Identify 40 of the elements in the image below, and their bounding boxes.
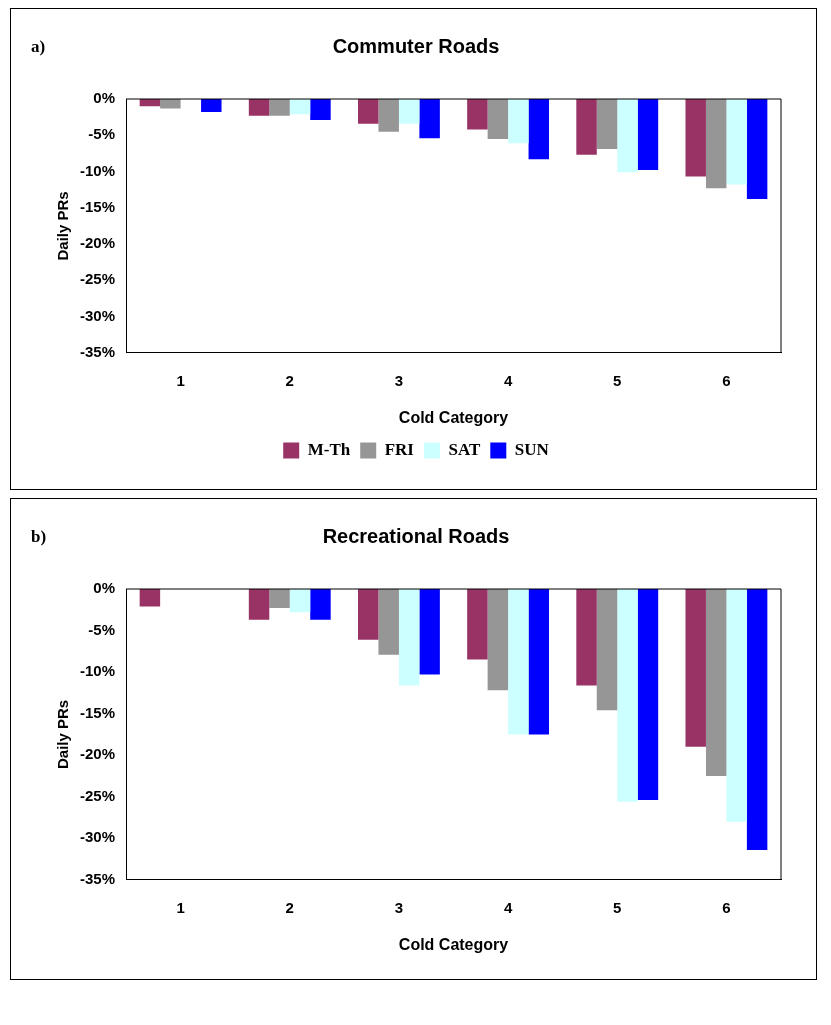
legend-label: SAT: [448, 439, 481, 459]
y-tick-label: -15%: [79, 703, 116, 721]
x-tick-label: 5: [613, 898, 622, 916]
y-tick-label: -5%: [88, 620, 116, 638]
y-axis-title: Daily PRs: [54, 191, 72, 261]
y-tick-label: -25%: [79, 270, 116, 288]
y-tick-label: -15%: [79, 197, 116, 215]
x-tick-label: 5: [613, 371, 622, 389]
y-tick-label: -30%: [79, 306, 116, 324]
x-tick-label: 3: [394, 371, 404, 389]
x-axis-title: Cold Category: [398, 935, 509, 953]
y-tick-label: -35%: [79, 869, 116, 887]
y-tick-label: -25%: [79, 786, 116, 804]
x-tick-label: 6: [722, 898, 731, 916]
x-tick-label: 2: [285, 898, 294, 916]
legend-label: FRI: [384, 439, 415, 459]
y-tick-label: -30%: [79, 828, 116, 846]
x-tick-label: 6: [722, 371, 731, 389]
x-tick-label: 4: [503, 898, 513, 916]
x-tick-label: 2: [285, 371, 294, 389]
x-tick-label: 4: [503, 371, 513, 389]
y-tick-label: -5%: [88, 125, 116, 143]
y-axis-title: Daily PRs: [54, 699, 72, 769]
y-tick-label: -10%: [79, 662, 116, 680]
y-tick-label: -35%: [79, 342, 116, 360]
y-tick-label: 0%: [93, 89, 116, 107]
legend-label: M-Th: [307, 439, 351, 459]
x-tick-label: 1: [176, 371, 185, 389]
x-tick-label: 3: [394, 898, 404, 916]
y-tick-label: 0%: [93, 579, 116, 597]
text: a): [31, 37, 46, 57]
legend-label: SUN: [514, 439, 550, 459]
y-tick-label: -10%: [79, 161, 116, 179]
x-tick-label: 1: [176, 898, 185, 916]
y-tick-label: -20%: [79, 745, 116, 763]
text: b): [31, 527, 47, 547]
chart-title: Recreational Roads: [322, 524, 510, 547]
y-tick-label: -20%: [79, 234, 116, 252]
chart-title: Commuter Roads: [332, 34, 500, 57]
x-axis-title: Cold Category: [398, 408, 509, 426]
